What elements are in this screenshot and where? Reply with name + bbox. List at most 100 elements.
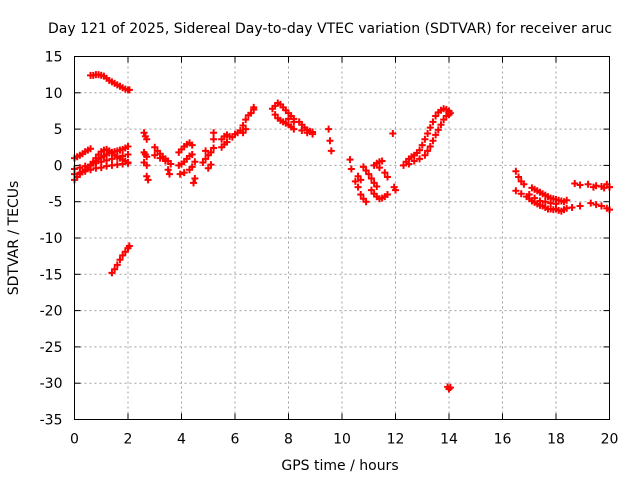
x-axis-label: GPS time / hours (281, 458, 398, 474)
data-point (367, 174, 375, 182)
data-point (239, 121, 247, 129)
data-point (375, 164, 383, 172)
data-point (429, 137, 437, 145)
data-point (520, 180, 528, 188)
data-point (124, 151, 132, 159)
y-tick-label: -15 (40, 267, 63, 283)
data-point (359, 163, 367, 171)
data-point (151, 151, 159, 159)
data-point (576, 181, 584, 189)
data-point (242, 116, 250, 124)
data-point (437, 121, 445, 129)
data-point (165, 170, 173, 178)
data-point (140, 129, 148, 137)
data-point (351, 177, 359, 185)
data-point (416, 146, 424, 154)
x-tick-label: 0 (70, 432, 79, 448)
data-point (584, 180, 592, 188)
data-point (167, 160, 175, 168)
data-point (89, 158, 97, 166)
data-point (108, 269, 116, 277)
data-point (354, 183, 362, 191)
data-point (210, 135, 218, 143)
data-point (210, 129, 218, 137)
data-point (445, 111, 453, 119)
data-point (210, 144, 218, 152)
data-point (92, 154, 100, 162)
data-point (125, 242, 133, 250)
data-point (188, 163, 196, 171)
x-tick-label: 10 (333, 432, 351, 448)
data-point (180, 169, 188, 177)
data-point (151, 143, 159, 151)
data-point (568, 204, 576, 212)
x-tick-label: 8 (284, 432, 293, 448)
data-point (421, 135, 429, 143)
data-point (362, 198, 370, 206)
data-point (512, 167, 520, 175)
data-point (426, 143, 434, 151)
data-point (357, 190, 365, 198)
data-point (124, 143, 132, 151)
data-point (242, 125, 250, 133)
data-point (285, 115, 292, 123)
data-point (354, 172, 362, 180)
data-point (587, 199, 595, 207)
data-point (247, 109, 255, 117)
data-point (418, 141, 426, 149)
data-point (347, 165, 355, 173)
data-point (426, 124, 434, 132)
x-tick-label: 6 (231, 432, 240, 448)
data-point (76, 164, 84, 172)
data-point (552, 200, 560, 208)
data-point (346, 156, 354, 164)
y-tick-label: 10 (45, 86, 63, 102)
data-point (525, 190, 533, 198)
y-tick-label: 15 (45, 50, 63, 66)
data-point (541, 198, 549, 206)
data-point (207, 161, 215, 169)
data-point (357, 176, 365, 184)
x-tick-label: 18 (547, 432, 565, 448)
data-point (103, 156, 111, 164)
data-point (143, 161, 151, 169)
data-point (239, 129, 247, 137)
data-point (421, 151, 429, 159)
data-point (446, 384, 454, 392)
data-point (383, 190, 391, 198)
y-tick-label: -20 (40, 304, 63, 320)
data-point (373, 182, 381, 190)
x-tick-label: 2 (124, 432, 133, 448)
data-point (298, 127, 306, 135)
y-tick-label: 0 (54, 158, 63, 174)
data-point (143, 135, 151, 143)
x-tick-label: 4 (177, 432, 186, 448)
data-point (156, 154, 164, 162)
data-point (367, 186, 375, 194)
data-point (250, 103, 258, 111)
data-point (416, 155, 424, 163)
data-point (188, 141, 196, 149)
data-point (199, 158, 207, 166)
data-point (143, 153, 151, 161)
data-point (571, 180, 579, 188)
data-point (164, 166, 172, 174)
data-point (424, 129, 432, 137)
data-point (271, 111, 279, 119)
data-point (161, 157, 169, 165)
x-tick-label: 16 (494, 432, 512, 448)
data-point (144, 176, 152, 184)
data-point (290, 125, 298, 133)
y-tick-labels: -35 -30 -25 -20 -15 -10 -5 0 5 10 15 (40, 50, 63, 429)
data-point (325, 125, 333, 133)
data-point (362, 166, 370, 174)
data-point (517, 190, 525, 198)
y-axis-label: SDTVAR / TECUs (6, 181, 22, 296)
data-point (405, 160, 413, 168)
y-tick-label: -35 (40, 413, 63, 429)
data-point (113, 261, 121, 269)
data-point (327, 147, 335, 155)
data-point (389, 129, 397, 137)
data-point (326, 137, 334, 145)
data-point (309, 130, 317, 138)
